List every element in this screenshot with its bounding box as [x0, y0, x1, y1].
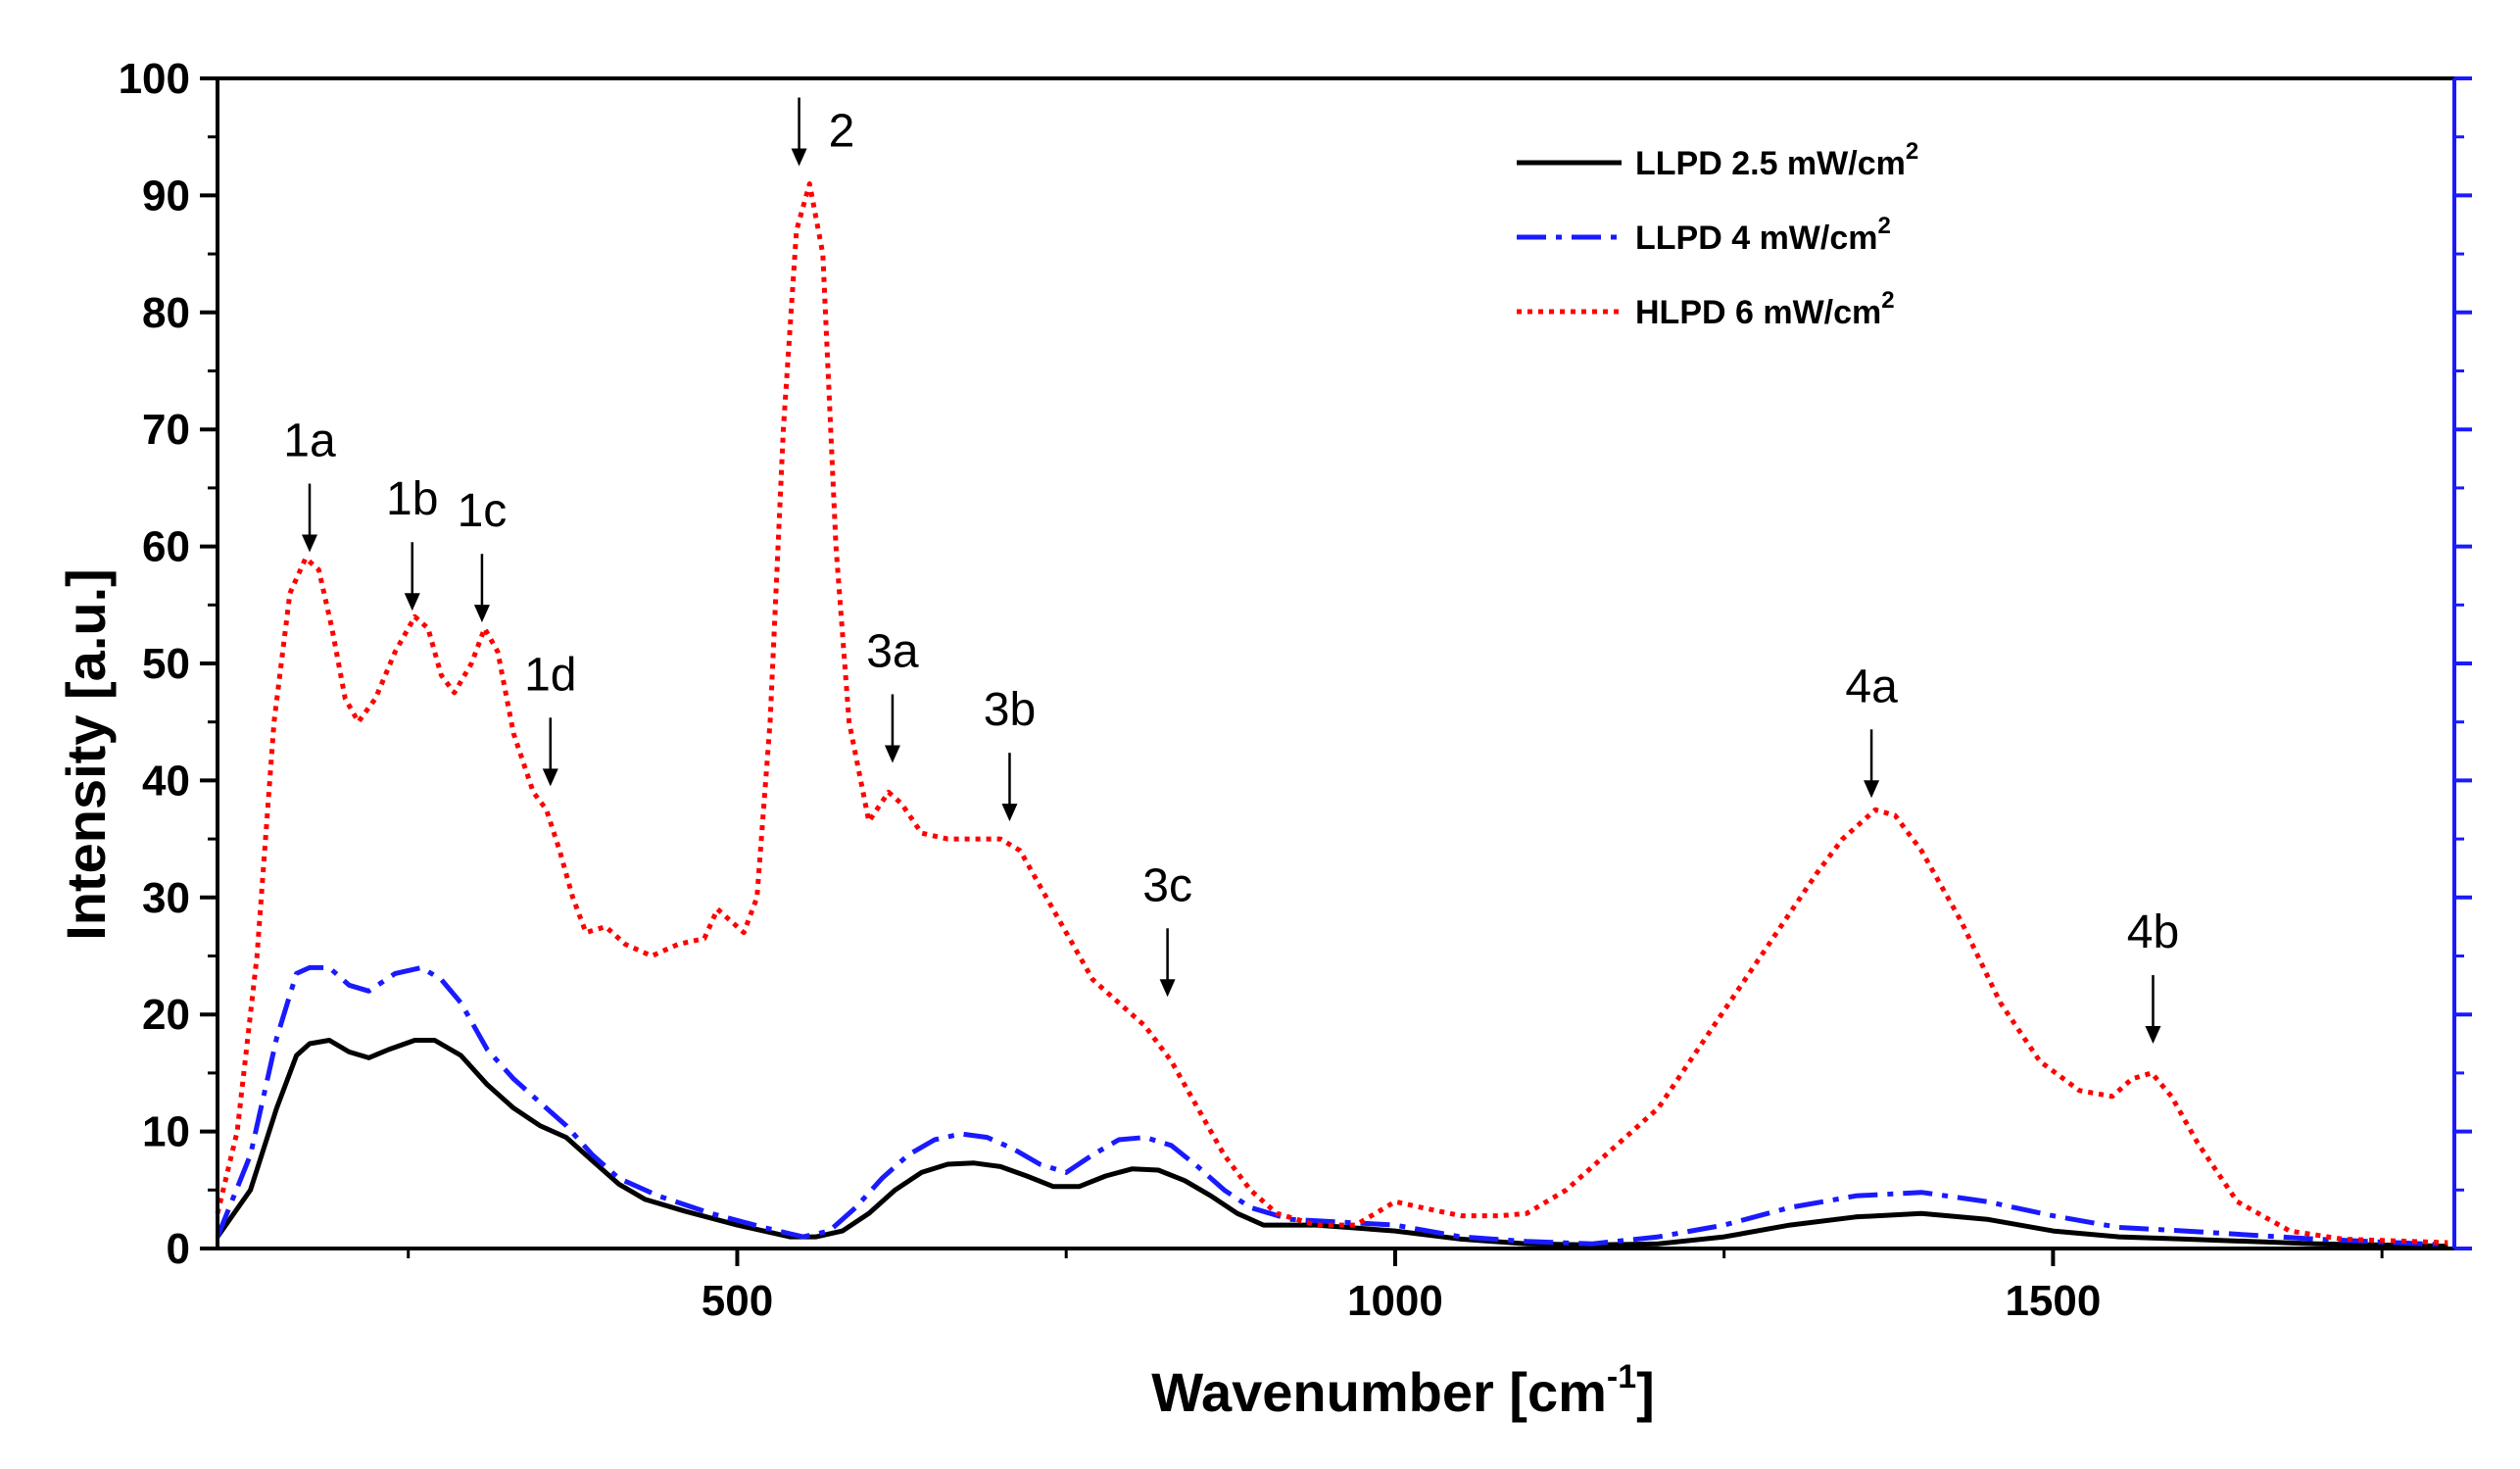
- peak-label: 4a: [1845, 661, 1898, 712]
- peak-arrow-head: [884, 745, 900, 763]
- peak-label: 1b: [386, 473, 438, 525]
- x-axis-title-superscript: -1: [1607, 1358, 1636, 1396]
- peak-annotation-1c: 1c: [458, 485, 508, 623]
- series-line-llpd4: [215, 964, 2448, 1248]
- x-axis-title-main: Wavenumber [cm: [1151, 1361, 1607, 1423]
- x-axis-title-close: ]: [1636, 1361, 1655, 1423]
- x-tick-label: 1000: [1347, 1277, 1443, 1325]
- peak-arrow-head: [473, 605, 490, 623]
- legend-item-llpd25: LLPD 2.5 mW/cm2: [1517, 138, 1918, 182]
- series-layer: [215, 181, 2448, 1249]
- y-axis-title: Intensity [a.u.]: [55, 568, 117, 941]
- legend-label: LLPD 2.5 mW/cm2: [1635, 138, 1918, 182]
- peak-annotation-3c: 3c: [1142, 859, 1192, 998]
- x-tick-label: 500: [702, 1277, 773, 1325]
- peak-arrow-head: [1864, 780, 1880, 799]
- peak-label: 4b: [2127, 906, 2179, 958]
- peak-annotation-3b: 3b: [984, 684, 1036, 822]
- peak-annotation-2: 2: [791, 97, 855, 167]
- legend-label: LLPD 4 mW/cm2: [1635, 213, 1891, 257]
- peak-annotation-4b: 4b: [2127, 906, 2179, 1045]
- peak-annotation-3a: 3a: [866, 625, 919, 763]
- y-tick-label: 90: [142, 171, 190, 220]
- series-line-hlpd6: [215, 181, 2448, 1246]
- y-tick-label: 20: [142, 991, 190, 1039]
- peak-label: 2: [829, 106, 855, 158]
- legend-label: HLPD 6 mW/cm2: [1635, 287, 1895, 331]
- peak-label: 1c: [458, 485, 508, 537]
- axis-layer: 0 10 20 30 40 50 60 70 80 90 100 500 1000 1500: [119, 55, 2472, 1325]
- y-tick-label: 100: [119, 55, 190, 103]
- peak-label: 1a: [283, 416, 336, 467]
- peak-label: 1d: [524, 649, 576, 701]
- legend-item-llpd4: LLPD 4 mW/cm2: [1517, 213, 1891, 257]
- y-tick-label: 70: [142, 406, 190, 454]
- y-tick-label: 0: [167, 1225, 190, 1273]
- series-line-llpd25: [215, 1038, 2448, 1249]
- legend-item-hlpd6: HLPD 6 mW/cm2: [1517, 287, 1895, 331]
- peak-label: 3c: [1142, 859, 1192, 911]
- peak-arrow-head: [404, 593, 420, 612]
- y-tick-label: 30: [142, 874, 190, 922]
- x-tick-label: 1500: [2005, 1277, 2101, 1325]
- peak-arrow-head: [1159, 979, 1176, 998]
- y-tick-label: 50: [142, 640, 190, 688]
- peak-arrow-head: [791, 148, 807, 167]
- y-tick-label: 60: [142, 523, 190, 571]
- peak-annotation-1b: 1b: [386, 473, 438, 612]
- peak-arrow-head: [542, 768, 558, 787]
- y-tick-label: 80: [142, 289, 190, 337]
- x-axis-title: Wavenumber [cm-1]: [1151, 1358, 1655, 1423]
- peak-label: 3a: [866, 625, 919, 677]
- peak-label: 3b: [984, 684, 1036, 736]
- peak-arrow-head: [2145, 1026, 2161, 1045]
- peak-annotation-4a: 4a: [1845, 661, 1898, 799]
- peak-annotation-1d: 1d: [524, 649, 576, 787]
- y-tick-label: 40: [142, 757, 190, 805]
- y-tick-label: 10: [142, 1108, 190, 1156]
- legend: LLPD 2.5 mW/cm2 LLPD 4 mW/cm2 HLPD 6 mW/cm…: [1517, 138, 1918, 331]
- peak-arrow-head: [1001, 804, 1018, 822]
- annotation-layer: 1a 1b 1c 1d 2 3a 3b 3c 4a 4b: [283, 97, 2179, 1045]
- plot-area: 1a 1b 1c 1d 2 3a 3b 3c 4a 4b 0 10 20 30 40 50 60 70 80 90 1…: [119, 55, 2472, 1325]
- peak-arrow-head: [302, 534, 318, 553]
- peak-annotation-1a: 1a: [283, 416, 336, 553]
